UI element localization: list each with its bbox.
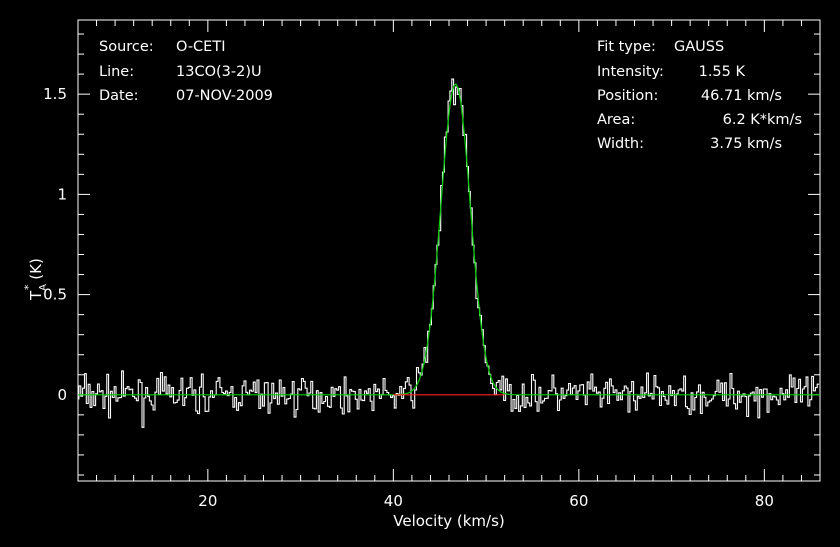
fit-type-value: GAUSS [674, 39, 724, 55]
tick-labels: 20 40 60 80 0 0.5 1 1.5 [43, 85, 774, 510]
source-label: Source: [99, 39, 154, 55]
y-axis-unit: (K) [27, 258, 45, 284]
line-label: Line: [99, 64, 134, 80]
spectrum-line [78, 78, 820, 428]
x-tick-label: 80 [755, 492, 774, 510]
x-tick-label: 60 [569, 492, 588, 510]
x-axis-title: Velocity (km/s) [393, 512, 504, 530]
intensity-value: 1.55 K [699, 64, 746, 80]
source-value: O-CETI [176, 39, 225, 55]
fit-type-label: Fit type: [597, 39, 656, 55]
gaussian-fit-curve [78, 83, 820, 396]
x-tick-label: 40 [384, 492, 403, 510]
date-label: Date: [99, 88, 139, 104]
y-tick-label: 1 [57, 185, 67, 203]
position-value: 46.71 km/s [701, 88, 782, 104]
tick-marks [77, 20, 821, 481]
y-axis-superscript: * [22, 284, 35, 290]
y-axis-symbol: T [27, 290, 45, 301]
position-label: Position: [597, 88, 658, 104]
width-value: 3.75 km/s [710, 136, 782, 152]
y-tick-label: 0.5 [43, 286, 67, 304]
date-value: 07-NOV-2009 [176, 88, 273, 104]
line-value: 13CO(3-2)U [176, 64, 262, 80]
fit-results: Fit type: GAUSS Intensity: 1.55 K Positi… [597, 39, 802, 152]
intensity-label: Intensity: [597, 64, 664, 80]
width-label: Width: [597, 136, 644, 152]
x-tick-label: 20 [198, 492, 217, 510]
y-tick-label: 0 [57, 386, 67, 404]
y-axis-title: TA* (K) [22, 258, 49, 301]
area-label: Area: [597, 112, 635, 128]
area-value: 6.2 K*km/s [723, 112, 802, 128]
source-header: Source: O-CETI Line: 13CO(3-2)U Date: 07… [99, 39, 273, 104]
y-axis-subscript: A [38, 284, 49, 291]
y-tick-label: 1.5 [43, 85, 67, 103]
